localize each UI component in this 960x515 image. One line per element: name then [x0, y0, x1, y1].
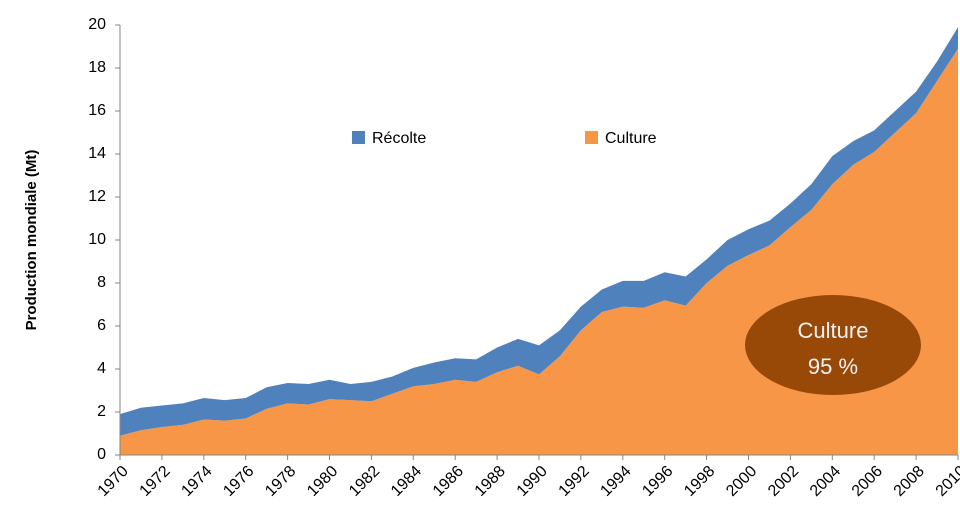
x-tick-label: 1996: [639, 463, 676, 500]
x-tick-label: 1986: [430, 463, 467, 500]
y-tick-label: 6: [97, 317, 106, 334]
x-tick-label: 1994: [597, 463, 634, 500]
y-tick-label: 18: [88, 59, 106, 76]
x-tick-label: 1976: [220, 463, 257, 500]
x-tick-label: 1974: [178, 463, 215, 500]
x-tick-label: 1970: [95, 463, 132, 500]
y-tick-label: 4: [97, 360, 106, 377]
x-tick-label: 1984: [388, 463, 425, 500]
x-tick-label: 1990: [514, 463, 551, 500]
y-tick-label: 10: [88, 231, 106, 248]
x-tick-label: 1998: [681, 463, 718, 500]
legend-swatch: [585, 131, 598, 144]
x-tick-label: 2010: [933, 463, 960, 500]
annotation-bubble: [745, 295, 921, 395]
area: [120, 27, 958, 436]
y-tick-label: 2: [97, 403, 106, 420]
y-tick-label: 12: [88, 188, 106, 205]
y-tick-label: 20: [88, 16, 106, 33]
x-tick-label: 1992: [556, 463, 593, 500]
x-tick-label: 1972: [137, 463, 174, 500]
x-tick-label: 2008: [891, 463, 928, 500]
x-tick-label: 1978: [262, 463, 299, 500]
annotation-text: 95 %: [808, 354, 858, 379]
x-tick-label: 1980: [304, 463, 341, 500]
y-tick-label: 0: [97, 446, 106, 463]
x-tick-label: 2004: [807, 463, 844, 500]
legend-label: Culture: [605, 130, 657, 147]
y-tick-label: 16: [88, 102, 106, 119]
annotation-text: Culture: [798, 318, 869, 343]
x-tick-label: 2000: [723, 463, 760, 500]
legend-label: Récolte: [372, 130, 426, 147]
y-tick-label: 14: [88, 145, 106, 162]
x-tick-label: 1982: [346, 463, 383, 500]
legend-swatch: [352, 131, 365, 144]
x-tick-label: 2002: [765, 463, 802, 500]
x-tick-label: 2006: [849, 463, 886, 500]
y-tick-label: 8: [97, 274, 106, 291]
x-tick-label: 1988: [472, 463, 509, 500]
y-axis-label: Production mondiale (Mt): [23, 150, 40, 331]
